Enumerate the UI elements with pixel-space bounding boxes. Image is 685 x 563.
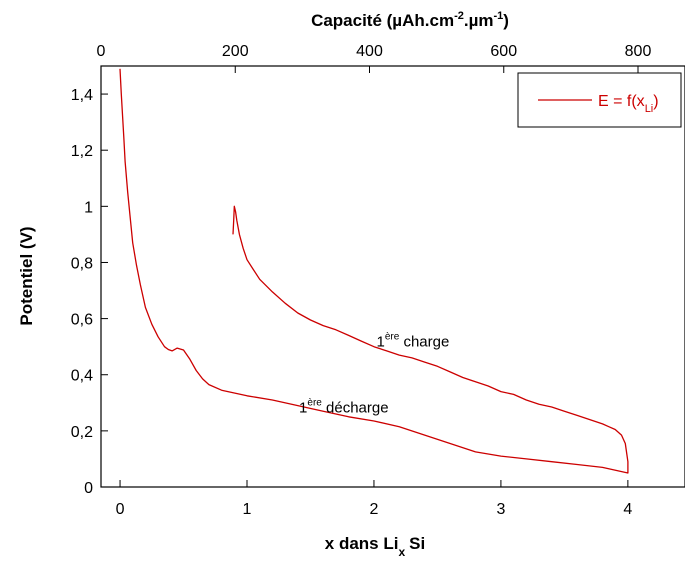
top-tick-label: 200 [222, 43, 249, 60]
bottom-x-axis-ticks: 0 1 2 3 4 [116, 480, 632, 518]
x-tick-label: 2 [370, 501, 379, 518]
top-axis-title: Capacité (µAh.cm-2.µm-1) [311, 10, 509, 30]
y-tick-label: 0,4 [71, 368, 93, 385]
y-tick-label: 0,8 [71, 255, 93, 272]
top-tick-label: 600 [490, 43, 517, 60]
top-tick-label: 400 [356, 43, 383, 60]
y-tick-label: 1,4 [71, 87, 93, 104]
y-axis-title: Potentiel (V) [17, 226, 36, 325]
y-tick-label: 0,6 [71, 312, 93, 329]
series-line [119, 68, 629, 474]
y-tick-label: 0,2 [71, 424, 93, 441]
bottom-axis-title: x dans Lix Si [325, 534, 425, 559]
legend: E = f(xLi) [517, 72, 682, 128]
legend-label: E = f(xLi) [598, 93, 659, 115]
x-tick-label: 1 [243, 501, 252, 518]
top-tick-label: 800 [625, 43, 652, 60]
x-tick-label: 0 [116, 501, 125, 518]
y-tick-label: 1,2 [71, 143, 93, 160]
top-x-axis-ticks: 0 200 400 600 800 [97, 43, 652, 73]
y-axis-ticks: 0 0,2 0,4 0,6 0,8 1 1,2 1,4 [71, 87, 108, 497]
top-tick-label: 0 [97, 43, 106, 60]
plot-frame [100, 65, 685, 488]
series-layer [119, 68, 629, 474]
annotation-decharge: 1ère décharge [299, 398, 389, 417]
x-tick-label: 3 [496, 501, 505, 518]
annotation-charge: 1ère charge [376, 332, 449, 351]
y-tick-label: 0 [84, 480, 93, 497]
x-tick-label: 4 [623, 501, 632, 518]
y-tick-label: 1 [84, 199, 93, 216]
